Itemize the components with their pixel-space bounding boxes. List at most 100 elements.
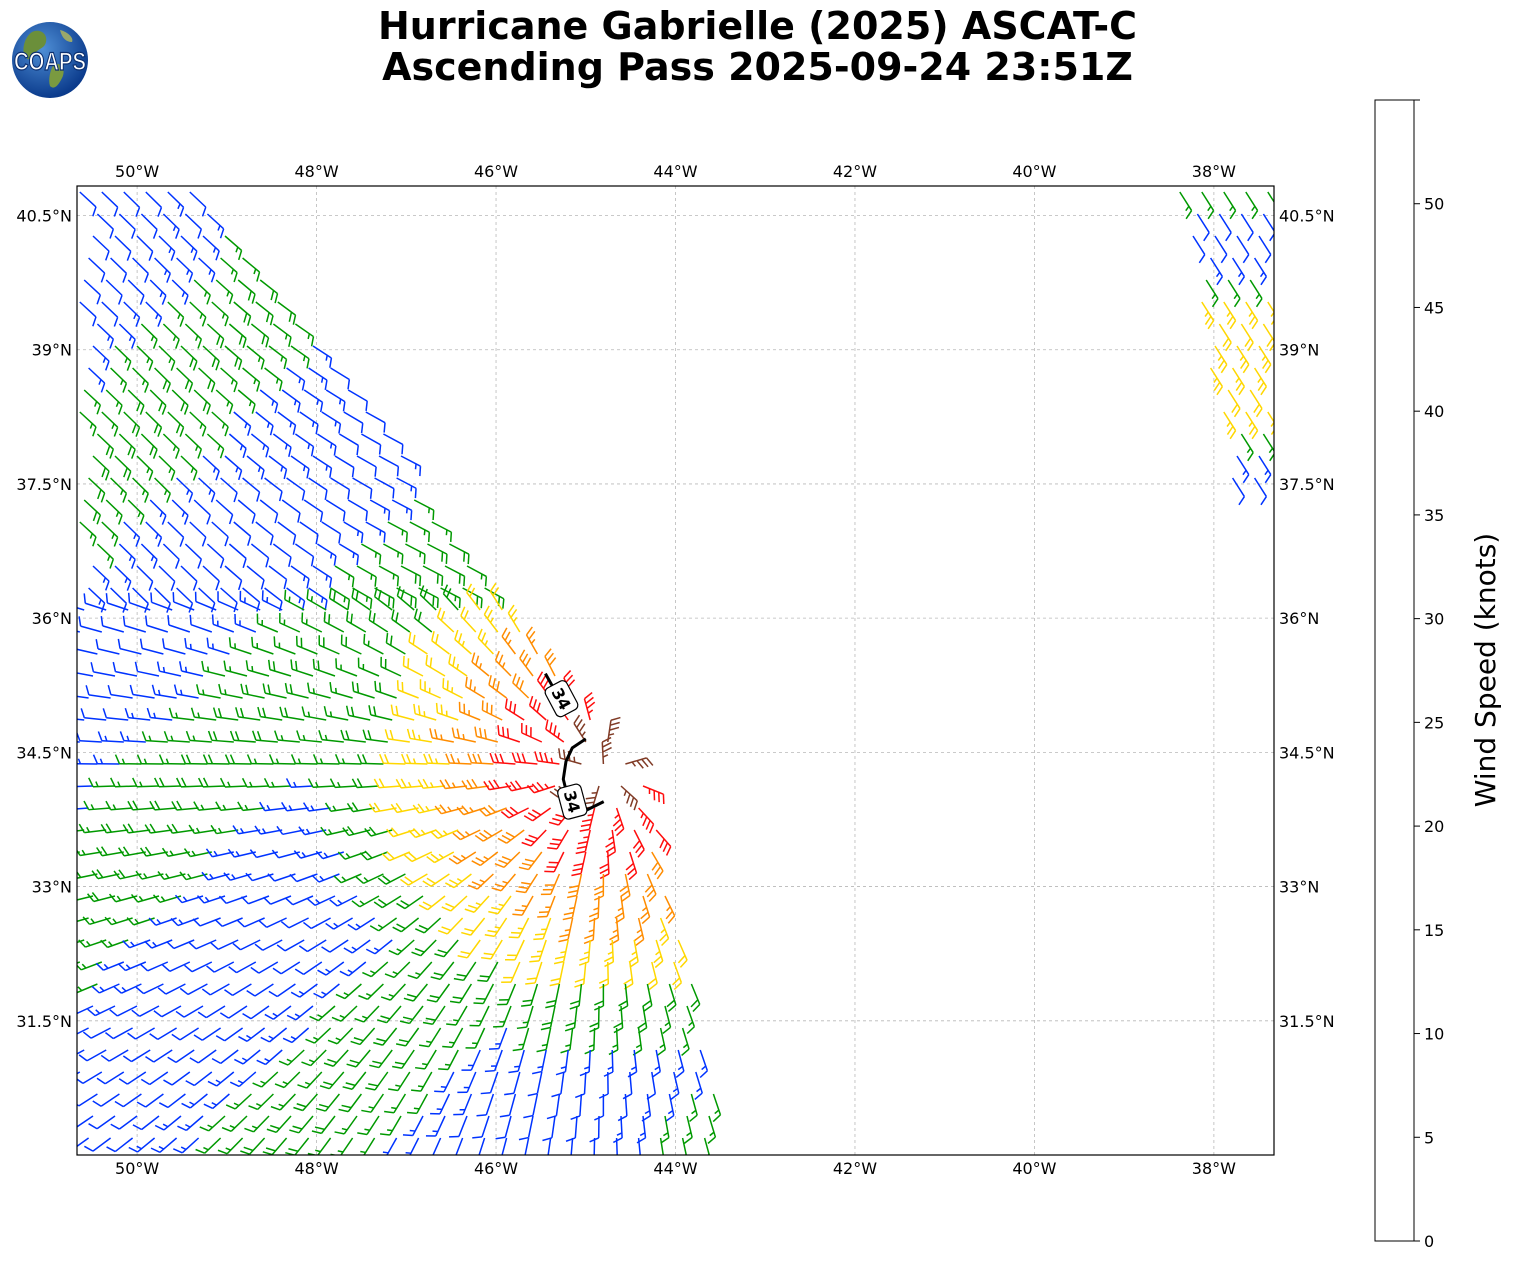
wind-barb-509 xyxy=(315,850,345,860)
wind-barb-754 xyxy=(278,1049,305,1066)
wind-barb-25 xyxy=(220,257,238,283)
wind-barb-429 xyxy=(307,778,336,789)
wind-barb-501 xyxy=(139,846,168,857)
wind-barb-260 xyxy=(122,615,147,633)
wind-barb-295 xyxy=(454,629,472,655)
wind-barb-469 xyxy=(638,807,655,834)
wind-barb-336 xyxy=(396,680,419,699)
wind-barb-838 xyxy=(221,1115,248,1133)
colorbar-tick-8: 40 xyxy=(1424,402,1444,421)
wind-barb-430 xyxy=(329,778,358,789)
wind-barb-564 xyxy=(373,895,402,909)
wind-barb-50 xyxy=(184,323,203,349)
wind-barb-688 xyxy=(77,1005,94,1016)
wind-barb-477 xyxy=(210,824,239,835)
wind-barb-887 xyxy=(681,1137,688,1155)
lon-tick-bottom-6: 38°W xyxy=(1192,1159,1236,1178)
wind-barb-518 xyxy=(518,851,543,871)
wind-barb-362 xyxy=(458,701,481,721)
wind-barb-613 xyxy=(254,939,283,951)
wind-barb-655 xyxy=(574,961,587,988)
wind-barb-92 xyxy=(79,411,97,437)
wind-barb-638 xyxy=(184,961,213,973)
wind-barb-37 xyxy=(101,301,119,327)
wind-barb-195 xyxy=(361,543,382,565)
contour-34kt: 34 34 xyxy=(544,672,605,820)
wind-barb-629 xyxy=(628,939,639,968)
wind-barb-791 xyxy=(457,1071,477,1094)
wind-barb-382 xyxy=(362,729,388,743)
wind-barb-81 xyxy=(127,389,145,415)
wind-barb-395 xyxy=(114,754,142,765)
wind-barb-193 xyxy=(316,543,337,566)
wind-barb-603 xyxy=(659,917,670,947)
wind-barb-868 xyxy=(240,1137,266,1155)
colorbar-tick-6: 30 xyxy=(1424,610,1444,629)
wind-barb-758 xyxy=(369,1049,393,1069)
lon-tick-top-5: 40°W xyxy=(1012,162,1056,181)
wind-barb-511 xyxy=(359,850,389,861)
wind-barb-478 xyxy=(232,825,261,835)
wind-barb-301 xyxy=(112,661,138,677)
wind-barb-439 xyxy=(526,781,556,794)
wind-barb-848 xyxy=(449,1115,468,1138)
contour-label-1: 34 xyxy=(557,783,588,820)
wind-barb-291 xyxy=(363,633,384,655)
wind-barb-396 xyxy=(136,754,164,765)
wind-barb-600 xyxy=(583,917,596,945)
wind-barb-926 xyxy=(1240,433,1254,462)
wind-barb-759 xyxy=(392,1049,415,1069)
wind-barb-225 xyxy=(242,587,261,612)
wind-barb-820 xyxy=(476,1093,495,1117)
wind-barb-828 xyxy=(665,1093,675,1122)
wind-barb-800 xyxy=(670,1071,680,1100)
wind-barb-364 xyxy=(504,698,525,721)
wind-barb-581 xyxy=(148,917,177,926)
lat-tick-right-5: 33°N xyxy=(1279,878,1319,897)
wind-barb-459 xyxy=(390,802,419,814)
lat-tick-right-6: 31.5°N xyxy=(1279,1012,1335,1031)
wind-barb-35 xyxy=(259,279,279,304)
lon-tick-top-2: 46°W xyxy=(474,162,518,181)
wind-barb-892 xyxy=(1245,191,1259,220)
wind-barb-662 xyxy=(113,983,142,994)
wind-barb-437 xyxy=(483,779,512,791)
wind-barb-519 xyxy=(544,851,565,873)
wind-barb-748 xyxy=(145,1049,173,1063)
wind-barb-18 xyxy=(224,235,243,261)
wind-barb-170 xyxy=(167,521,185,547)
wind-barb-780 xyxy=(207,1071,235,1087)
wind-barb-145 xyxy=(308,477,328,501)
wind-barb-877 xyxy=(454,1137,464,1155)
wind-barb-215 xyxy=(422,565,444,587)
wind-barb-775 xyxy=(96,1071,125,1085)
wind-barb-418 xyxy=(77,785,94,788)
wind-barb-689 xyxy=(87,1005,116,1017)
wind-barb-294 xyxy=(431,630,450,655)
wind-barb-487 xyxy=(430,829,459,840)
wind-barb-573 xyxy=(588,895,600,923)
wind-barb-283 xyxy=(184,637,208,655)
wind-barb-21 xyxy=(132,257,149,283)
wind-barb-694 xyxy=(197,1005,226,1019)
wind-barb-770 xyxy=(651,1049,661,1078)
wind-barb-312 xyxy=(357,657,380,677)
wind-barb-103 xyxy=(321,411,342,434)
wind-barb-20 xyxy=(110,257,128,283)
wind-barb-299 xyxy=(77,671,94,677)
wind-barb-29 xyxy=(127,279,145,305)
wind-barb-632 xyxy=(77,961,81,971)
wind-barb-619 xyxy=(388,939,415,956)
wind-barb-104 xyxy=(343,411,364,434)
wind-barb-576 xyxy=(664,895,676,924)
wind-barb-95 xyxy=(145,411,163,437)
wind-barb-277 xyxy=(507,604,521,633)
wind-barb-544 xyxy=(515,873,539,894)
wind-barb-24 xyxy=(198,257,216,283)
wind-barb-23 xyxy=(176,257,194,283)
wind-barb-410 xyxy=(445,753,472,765)
wind-barb-192 xyxy=(294,543,315,567)
wind-barb-706 xyxy=(469,1005,490,1027)
wind-barb-268 xyxy=(301,612,323,633)
wind-barb-132 xyxy=(356,455,377,477)
